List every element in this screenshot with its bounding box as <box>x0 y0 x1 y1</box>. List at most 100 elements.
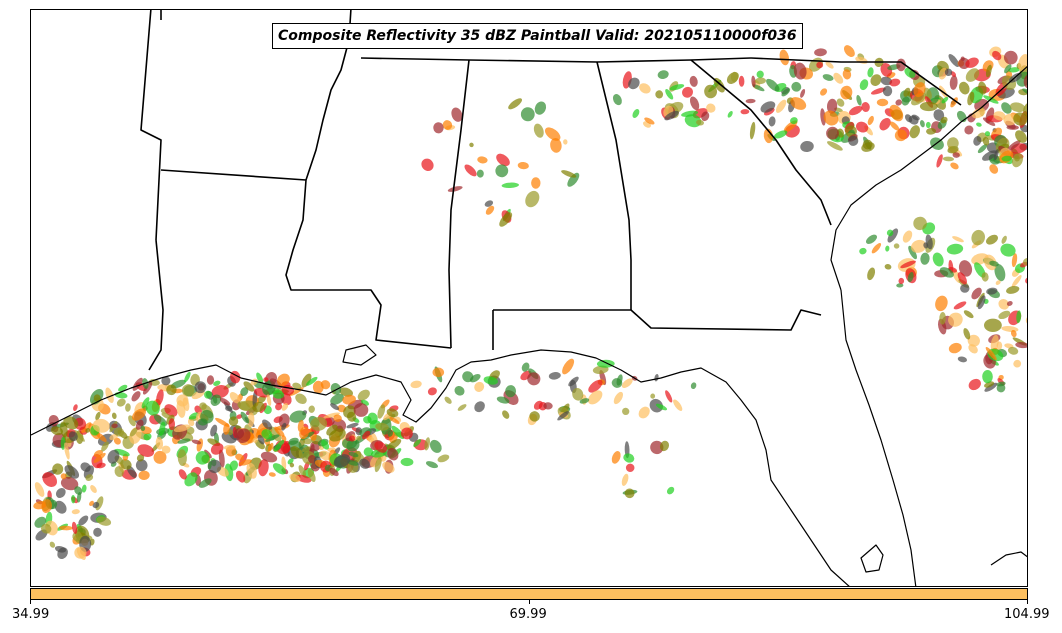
paintball-cell <box>968 378 981 391</box>
paintball-cell <box>870 87 886 95</box>
paintball-cell <box>990 334 999 352</box>
border-al-fl <box>492 309 822 350</box>
paintball-cell <box>386 408 399 418</box>
paintball-cell <box>140 425 146 431</box>
paintball-cell <box>483 376 498 385</box>
paintball-cell <box>237 401 250 411</box>
paintball-cell <box>665 390 673 403</box>
paintball-cell <box>95 411 101 421</box>
paintball-cell <box>768 116 776 127</box>
paintball-cell <box>199 402 207 410</box>
paintball-cell <box>525 190 540 208</box>
paintball-cell <box>457 404 467 411</box>
paintball-cell <box>657 70 669 79</box>
paintball-cell <box>1006 125 1019 130</box>
paintball-cell <box>60 473 67 480</box>
paintball-cell <box>229 460 239 471</box>
paintball-cell <box>447 186 463 192</box>
paintball-cell <box>903 87 911 97</box>
paintball-cell <box>114 466 124 478</box>
paintball-cell <box>977 144 988 154</box>
paintball-cell <box>984 131 991 137</box>
paintball-cell <box>531 177 541 189</box>
paintball-cell <box>1025 277 1027 284</box>
paintball-cell <box>644 117 655 125</box>
paintball-cell <box>54 545 67 553</box>
paintball-cell <box>34 482 45 497</box>
paintball-cell <box>59 525 73 531</box>
paintball-cell <box>116 398 126 407</box>
paintball-cell <box>71 509 80 515</box>
paintball-cell <box>867 267 876 281</box>
map-panel: Composite Reflectivity 35 dBZ Paintball … <box>30 9 1028 587</box>
paintball-cell <box>774 130 788 139</box>
paintball-cell <box>41 499 52 514</box>
map-canvas <box>31 10 1027 586</box>
paintball-cell <box>964 125 974 135</box>
paintball-cell <box>496 396 510 404</box>
paintball-cell <box>938 67 948 80</box>
paintball-cell <box>612 94 622 106</box>
paintball-cell <box>178 469 187 480</box>
paintball-cell <box>738 75 745 87</box>
paintball-cell <box>889 78 901 87</box>
paintball-cell <box>534 101 547 115</box>
paintball-cell <box>240 387 249 397</box>
paintball-cell <box>913 216 927 231</box>
paintball-cell <box>348 451 359 458</box>
paintball-cell <box>666 486 675 495</box>
paintball-cell <box>621 378 633 388</box>
paintball-cell <box>655 90 664 99</box>
paintball-cell <box>312 380 324 394</box>
paintball-cell <box>971 229 985 246</box>
paintball-cell <box>330 393 344 405</box>
paintball-cell <box>996 383 1006 393</box>
paintball-cell <box>508 98 523 110</box>
paintball-cell <box>690 382 697 390</box>
paintball-cell <box>299 426 310 440</box>
paintball-cell <box>252 437 258 443</box>
paintball-cell <box>400 427 413 440</box>
paintball-cell <box>93 452 106 463</box>
paintball-cell <box>1001 102 1012 114</box>
paintball-cell <box>307 469 316 482</box>
paintball-cell <box>326 424 338 436</box>
paintball-cell <box>867 115 874 126</box>
paintball-cell <box>496 153 510 167</box>
paintball-cell <box>639 83 651 94</box>
paintball-cell <box>910 239 927 253</box>
border-ms-river <box>285 10 452 349</box>
paintball-cell <box>950 162 959 170</box>
paintball-cell <box>521 362 530 372</box>
paintball-cell <box>1016 310 1022 324</box>
paintball-cell <box>632 109 640 118</box>
paintball-cell <box>136 454 145 462</box>
paintball-cell <box>843 45 855 57</box>
paintball-cell <box>268 426 282 442</box>
paintball-cell <box>505 385 517 398</box>
paintball-cell <box>359 458 370 469</box>
paintball-cell <box>207 461 212 470</box>
paintball-cell <box>596 359 615 368</box>
paintball-cell <box>963 328 971 340</box>
paintball-cell <box>1022 257 1027 266</box>
paintball-cell <box>229 392 241 404</box>
paintball-cell <box>650 440 664 455</box>
paintball-cell <box>168 418 175 431</box>
paintball-cell <box>1011 329 1017 338</box>
border-ms-al <box>448 59 470 349</box>
paintball-cell <box>977 295 986 310</box>
paintball-cell <box>1013 112 1027 126</box>
paintball-cell <box>985 64 992 78</box>
paintball-cell <box>965 68 980 82</box>
paintball-cell <box>281 403 289 411</box>
paintball-cell <box>101 441 109 452</box>
paintball-cell <box>730 71 739 82</box>
paintball-cell <box>958 260 973 277</box>
paintball-cell <box>893 243 900 249</box>
paintball-cell <box>49 541 56 548</box>
paintball-cell <box>194 381 207 394</box>
paintball-cell <box>823 110 839 126</box>
paintball-cell <box>517 161 529 170</box>
paintball-cell <box>387 447 399 461</box>
